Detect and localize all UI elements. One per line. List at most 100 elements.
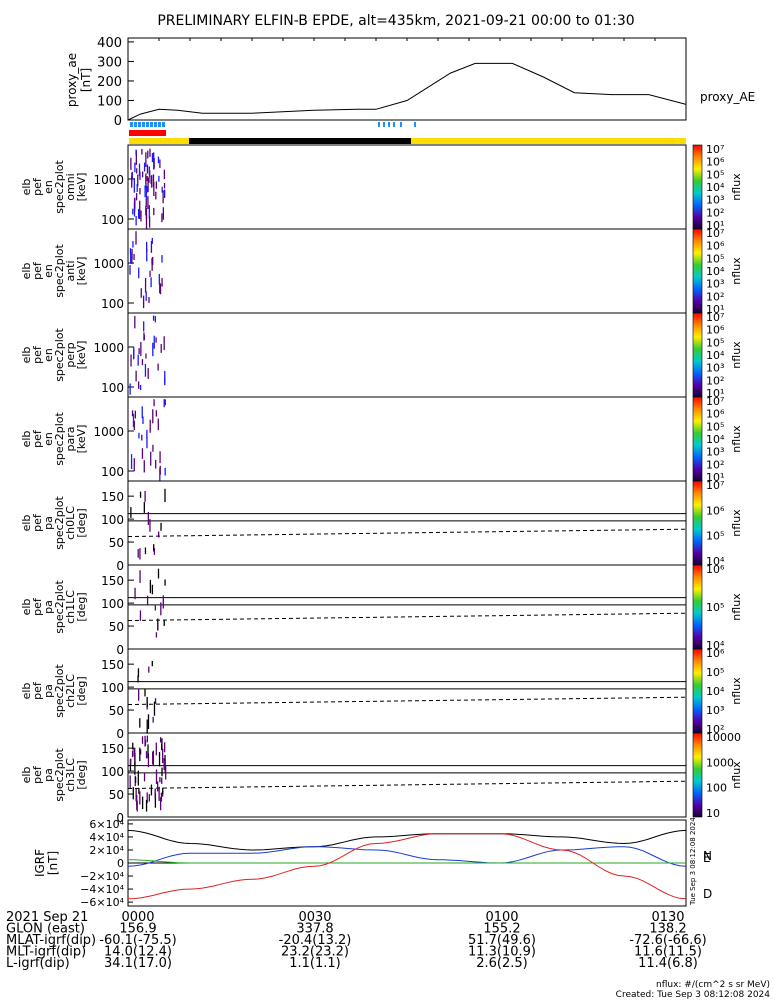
y-axis-label: elb (20, 767, 33, 784)
y-axis-label: para (64, 427, 77, 452)
legend-label: D (703, 887, 712, 901)
y-axis-label: [keV] (75, 425, 88, 454)
y-tick-label: 0 (116, 643, 124, 657)
footer-row-value: 11.3(10.9) (468, 945, 536, 960)
footer-row-value: 0100 (485, 910, 518, 925)
footer-row-value: 2.6(2.5) (476, 956, 528, 971)
y-axis-label: [nT] (79, 68, 93, 92)
y-axis-label: pef (31, 261, 44, 280)
colorbar-tick-label: 10² (706, 723, 724, 736)
colorbar-tick-label: 10³ (706, 446, 724, 459)
y-axis-label: en (42, 264, 55, 278)
colorbar-label: nflux (730, 341, 743, 369)
spectrogram-frame (127, 228, 687, 314)
science-zone-marker (158, 122, 161, 127)
science-zone-marker (146, 122, 149, 127)
colorbar-tick-label: 10⁷ (706, 143, 724, 156)
proxy-ae-panel: 400 300 200 100 0 proxy_ae [nT] proxy_AE (65, 36, 755, 129)
spectrogram-frame (127, 144, 687, 230)
y-tick-label: −4×10⁴ (80, 883, 124, 896)
colorbar-tick-label: 10⁶ (706, 563, 725, 576)
colorbar-tick-label: 100 (706, 782, 727, 795)
y-tick-label: 100 (101, 465, 124, 479)
colorbar (692, 396, 703, 482)
legend-label: N (703, 849, 712, 863)
colorbar-tick-label: 10⁴ (706, 181, 725, 194)
y-tick-label: 2×10⁴ (89, 844, 124, 857)
y-axis-label: elb (20, 599, 33, 616)
footer-row-label: MLAT-igrf(dip) (6, 933, 96, 948)
colorbar-tick-label: 10⁷ (706, 227, 724, 240)
y-tick-label: 0 (117, 857, 124, 870)
footer-row-value: 1.1(1.1) (289, 956, 341, 971)
field-aligned-dashed-line (127, 612, 687, 622)
y-axis-label: pa (42, 516, 55, 530)
footer-row-value: 156.9 (119, 922, 156, 937)
colorbar-tick-label: 10⁴ (706, 639, 725, 652)
y-tick-label: 150 (101, 658, 124, 672)
colorbar-tick-label: 10⁷ (706, 311, 724, 324)
proxy-ae-series-line (127, 62, 687, 121)
y-axis-label: pa (42, 768, 55, 782)
y-axis-label: perp (64, 342, 77, 367)
footer-row-value: 34.1(17.0) (104, 956, 172, 971)
y-axis-label: proxy_ae (65, 53, 79, 107)
y-axis-label: pa (42, 684, 55, 698)
igrf-black-series-line (127, 829, 687, 851)
colorbar-tick-label: 10¹ (706, 471, 724, 484)
footer-row-label: L-igrf(dip) (6, 956, 70, 971)
colorbars: 10⁷10⁶10⁵10⁴10³10²10¹nflux10⁷10⁶10⁵10⁴10… (692, 143, 743, 820)
y-tick-label: 100 (101, 213, 124, 227)
y-axis-label: anti (64, 260, 77, 281)
footer-ephemeris: 2021 Sep 21 0000 0030 0100 0130 GLON (east) 15… (6, 910, 770, 1000)
footer-row-value: 23.2(23.2) (281, 945, 349, 960)
colorbar-tick-label: 10⁶ (706, 408, 725, 421)
y-axis-label: pef (31, 513, 44, 532)
colorbar-tick-label: 10⁴ (706, 349, 725, 362)
colorbar-tick-label: 1000 (706, 756, 734, 769)
footer-row-value: -72.6(-66.6) (629, 933, 706, 948)
y-tick-label: 1000 (93, 341, 124, 355)
y-axis-label: [keV] (75, 341, 88, 370)
y-axis-label: [deg] (75, 592, 88, 621)
y-axis-label: elb (20, 431, 33, 448)
y-tick-label: 0 (116, 559, 124, 573)
igrf-blue-series-line (127, 846, 687, 867)
colorbar-tick-label: 10² (706, 458, 724, 471)
colorbar (692, 648, 703, 734)
colorbar-tick-label: 10⁵ (706, 601, 724, 614)
igrf-red-series-line (127, 833, 687, 900)
colorbar-tick-label: 10 (706, 807, 720, 820)
colorbar-tick-label: 10⁷ (706, 479, 724, 492)
colorbar-tick-label: 10¹ (706, 387, 724, 400)
y-tick-label: 1000 (93, 173, 124, 187)
colorbar (692, 480, 703, 566)
y-axis-label: [deg] (75, 760, 88, 789)
colorbar-tick-label: 10⁷ (706, 395, 724, 408)
sunlit-bar (411, 138, 686, 144)
red-status-bar (129, 130, 166, 136)
field-aligned-dashed-line (127, 780, 687, 790)
sunlit-bar (129, 138, 189, 144)
y-tick-label: 100 (101, 381, 124, 395)
colorbar-tick-label: 10¹ (706, 303, 724, 316)
colorbar-tick-label: 10⁶ (706, 324, 725, 337)
y-tick-label: 100 (101, 765, 124, 779)
y-tick-label: 1000 (93, 425, 124, 439)
y-tick-label: 150 (101, 742, 124, 756)
science-zone-marker (150, 122, 153, 127)
y-axis-label: [keV] (75, 173, 88, 202)
y-tick-label: 50 (109, 536, 124, 550)
y-axis-label: spec2plot (53, 748, 66, 802)
science-zone-marker (388, 122, 390, 127)
colorbar-tick-label: 10⁴ (706, 555, 725, 568)
y-axis-label: pef (31, 345, 44, 364)
science-zone-marker (138, 122, 141, 127)
y-axis-label: [deg] (75, 676, 88, 705)
footer-row-label: MLT-igrf(dip) (6, 945, 86, 960)
y-axis-label: en (42, 348, 55, 362)
colorbar-tick-label: 10000 (706, 731, 741, 744)
y-axis-label: spec2plot (53, 160, 66, 214)
y-axis-label: elb (20, 263, 33, 280)
